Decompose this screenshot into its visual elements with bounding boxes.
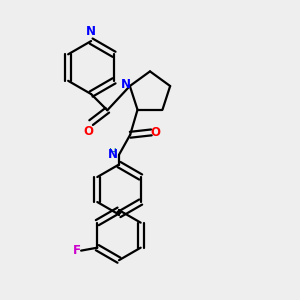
Text: H: H <box>109 148 116 158</box>
Text: F: F <box>73 244 81 257</box>
Text: N: N <box>86 25 96 38</box>
Text: O: O <box>84 125 94 138</box>
Text: O: O <box>151 126 161 139</box>
Text: N: N <box>121 78 131 91</box>
Text: N: N <box>107 148 118 161</box>
